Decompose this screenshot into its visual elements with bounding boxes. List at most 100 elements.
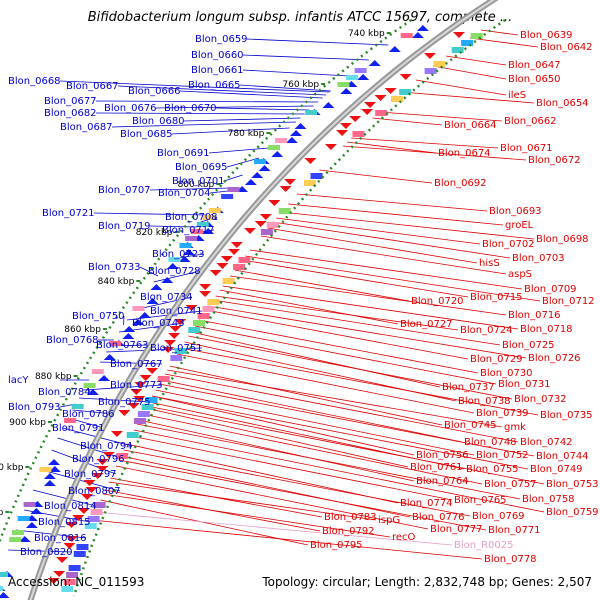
right-gene-label: Blon_0758 <box>522 494 575 505</box>
left-feature-block <box>254 159 267 164</box>
right-leader-line <box>372 117 443 126</box>
left-gene-label: Blon_0666 <box>128 86 181 97</box>
left-leader-line <box>226 157 260 168</box>
right-gene-arrow <box>81 494 94 500</box>
right-gene-arrow <box>134 382 147 388</box>
right-gene-arrow <box>65 536 78 542</box>
right-feature-block <box>424 68 437 74</box>
left-gene-arrow <box>98 375 111 381</box>
right-feature-block <box>303 180 316 186</box>
right-leader-line <box>198 319 479 374</box>
left-gene-label: Blon_0721 <box>42 208 95 219</box>
right-leader-line <box>297 193 488 212</box>
left-feature-block <box>196 222 209 227</box>
right-gene-label: Blon_0752 <box>476 450 529 461</box>
left-leader-line <box>41 469 121 492</box>
ruler-tick: 880 kbp <box>35 372 78 382</box>
right-gene-arrow <box>169 326 182 332</box>
left-leader-line <box>183 117 301 122</box>
right-gene-arrow <box>139 375 152 381</box>
right-leader-line <box>261 235 507 275</box>
left-gene-label: Blon_0659 <box>195 34 248 45</box>
right-feature-block <box>461 40 474 46</box>
right-leader-line <box>158 383 535 457</box>
left-gene-label: Blon_0815 <box>38 517 91 528</box>
ruler-label: 940 kbp <box>0 508 4 518</box>
right-leader-line <box>115 465 429 530</box>
right-feature-block <box>170 355 183 361</box>
right-gene-label: gmk <box>504 422 526 433</box>
right-feature-block <box>174 348 187 354</box>
left-feature-block <box>0 572 9 577</box>
right-gene-arrow <box>72 515 85 521</box>
right-gene-label: Blon_0647 <box>508 60 561 71</box>
left-gene-label: Blon_0784 <box>38 387 91 398</box>
right-gene-label: Blon_0778 <box>484 554 537 565</box>
left-feature-block <box>400 33 413 38</box>
right-feature-block <box>375 110 388 116</box>
right-gene-arrow <box>259 214 272 220</box>
left-feature-block <box>267 145 280 150</box>
ruler-tick-mark <box>47 421 52 423</box>
left-gene-label: Blon_0670 <box>164 103 217 114</box>
left-gene-arrow <box>150 284 163 290</box>
left-gene-label: Blon_0717 <box>162 225 215 236</box>
right-gene-label: recO <box>392 532 416 543</box>
right-gene-label: Blon_0671 <box>500 143 553 154</box>
right-gene-arrow <box>268 200 281 206</box>
ruler-tick-mark <box>216 183 221 185</box>
right-gene-label: Blon_0672 <box>528 155 581 166</box>
right-gene-label: Blon_0749 <box>530 464 583 475</box>
right-gene-label: Blon_0720 <box>411 296 464 307</box>
right-leader-line <box>319 169 433 184</box>
left-leader-line <box>239 84 331 92</box>
left-gene-label: Blon_0814 <box>44 501 97 512</box>
right-gene-label: Blon_0726 <box>528 353 581 364</box>
ruler-tick-mark <box>136 280 141 282</box>
ruler-tick: 940 kbp <box>0 508 10 518</box>
left-leader-line <box>8 549 73 553</box>
right-gene-label: Blon_0650 <box>508 74 561 85</box>
right-gene-label: Blon_0718 <box>520 324 573 335</box>
left-gene-label: Blon_0719 <box>98 221 151 232</box>
right-gene-label: Blon_0654 <box>536 98 589 109</box>
right-leader-line <box>272 221 511 259</box>
left-leader-line <box>111 121 297 128</box>
right-gene-arrow <box>164 340 177 346</box>
left-gene-label: Blon_0816 <box>34 533 87 544</box>
ruler-tick: 740 kbp <box>348 29 391 39</box>
right-feature-block <box>90 509 103 515</box>
left-leader-line <box>72 409 115 415</box>
left-feature-block <box>0 586 4 591</box>
left-gene-arrow <box>178 256 191 262</box>
right-leader-line <box>123 449 471 517</box>
right-feature-block <box>134 418 147 424</box>
left-gene-label: Blon_0767 <box>110 359 163 370</box>
right-gene-arrow <box>361 109 374 115</box>
left-leader-line <box>149 187 231 191</box>
right-gene-label: Blon_0771 <box>488 525 541 536</box>
right-gene-label: ileS <box>508 90 526 101</box>
ruler-tick-mark <box>174 231 179 233</box>
right-gene-arrow <box>244 228 257 234</box>
right-leader-line <box>267 227 478 264</box>
right-leader-line <box>245 255 541 302</box>
ruler-label: 780 kbp <box>228 129 265 139</box>
right-gene-arrow <box>324 144 337 150</box>
right-leader-line <box>378 111 503 122</box>
left-feature-block <box>11 530 24 535</box>
feature-tracks <box>0 25 483 598</box>
ruler-tick: 780 kbp <box>228 129 271 139</box>
left-gene-label: Blon_0820 <box>20 547 73 558</box>
right-leader-line <box>118 459 487 531</box>
left-feature-block <box>71 404 84 409</box>
left-gene-arrow <box>18 536 31 542</box>
left-gene-label: Blon_0665 <box>188 80 241 91</box>
right-gene-arrow <box>85 487 98 493</box>
left-gene-arrow <box>138 312 151 318</box>
left-gene-label: Blon_0734 <box>140 292 193 303</box>
right-gene-label: Blon_0709 <box>524 284 577 295</box>
ruler-tick-mark <box>5 511 10 513</box>
ruler-tick-mark <box>386 32 391 34</box>
right-feature-block <box>266 222 279 228</box>
